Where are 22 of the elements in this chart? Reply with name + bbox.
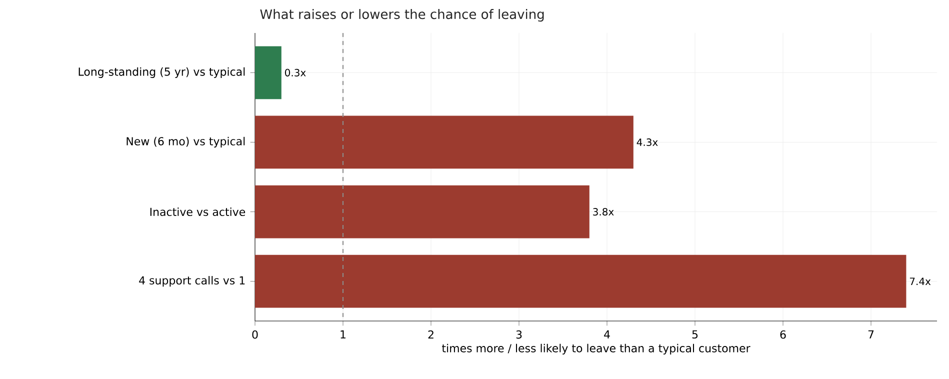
x-tick-label: 3 — [516, 330, 522, 339]
data-label: 7.4x — [910, 278, 931, 285]
data-label: 3.8x — [593, 208, 614, 216]
bar — [255, 116, 634, 169]
x-tick-label: 0 — [252, 330, 258, 339]
y-tick-label: 4 support calls vs 1 — [139, 276, 245, 287]
x-axis-title: times more / less likely to leave than a typical customer — [442, 344, 750, 354]
x-tick-label: 4 — [604, 330, 610, 338]
x-tick-label: 5 — [692, 330, 698, 339]
y-tick-label: Inactive vs active — [150, 208, 246, 216]
data-label: 4.3x — [636, 138, 658, 146]
x-tick-label: 6 — [780, 330, 786, 339]
y-tick-label: New (6 mo) vs typical — [126, 136, 245, 148]
x-tick-label: 7 — [868, 330, 874, 338]
bar — [255, 254, 906, 308]
y-tick-label: Long-standing (5 yr) vs typical — [78, 67, 245, 78]
x-tick-label: 1 — [340, 330, 346, 338]
data-label: 0.3x — [285, 68, 306, 76]
bar — [255, 46, 282, 100]
chart-title: What raises or lowers the chance of leaving — [260, 9, 544, 22]
x-tick-label: 2 — [428, 330, 434, 339]
bar — [255, 185, 590, 238]
